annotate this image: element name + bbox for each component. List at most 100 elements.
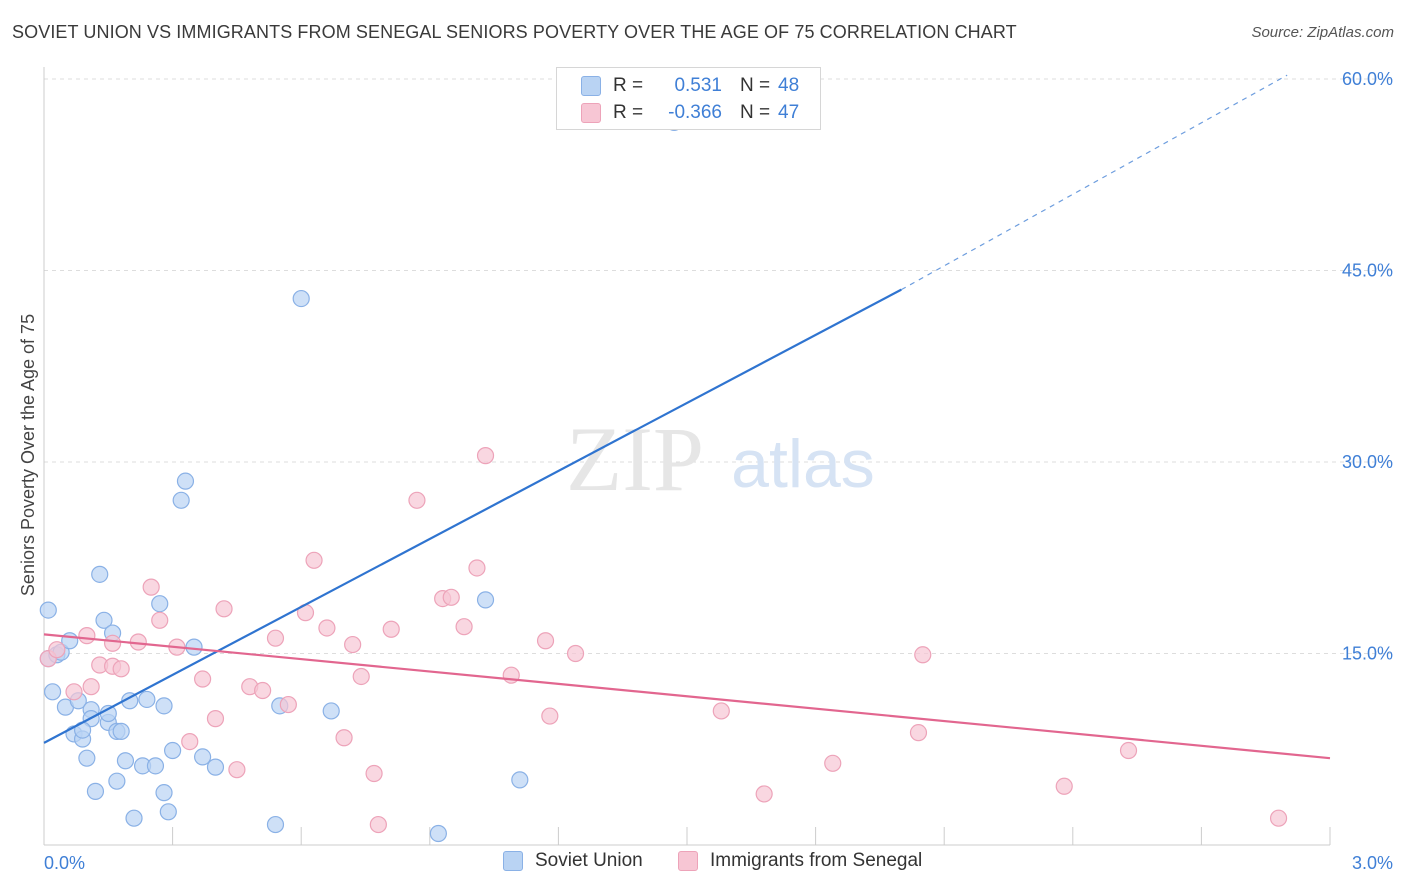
- n-value: 48: [778, 75, 800, 96]
- tick-labels: 15.0% 30.0% 45.0% 60.0% 0.0% 3.0%: [44, 69, 1393, 873]
- data-point: [155, 784, 173, 802]
- data-point: [1055, 777, 1073, 795]
- data-point: [476, 447, 495, 465]
- stat-row-senegal: R = -0.366 N = 47: [581, 100, 799, 126]
- data-point: [228, 761, 246, 779]
- data-point: [712, 702, 730, 720]
- trend-line-extension: [901, 74, 1288, 291]
- data-point: [65, 683, 83, 701]
- stat-row-soviet-union: R = 0.531 N = 48: [581, 73, 799, 99]
- data-point: [43, 683, 62, 701]
- data-point: [266, 629, 285, 647]
- data-point: [194, 748, 212, 766]
- data-point: [164, 741, 182, 760]
- data-point: [335, 729, 353, 747]
- data-point: [755, 785, 773, 803]
- data-point: [151, 595, 169, 613]
- y-tick-label: 30.0%: [1342, 452, 1393, 472]
- data-point: [108, 772, 126, 790]
- data-point: [536, 632, 555, 650]
- data-point: [408, 491, 426, 509]
- data-point: [112, 722, 130, 740]
- data-point: [914, 646, 932, 664]
- legend-swatch-blue: [503, 851, 523, 871]
- data-point: [176, 472, 195, 490]
- data-point: [116, 752, 135, 770]
- data-point: [125, 809, 143, 827]
- data-point: [369, 815, 387, 834]
- data-point: [159, 803, 177, 821]
- trend-line-senegal: [43, 633, 1331, 760]
- data-point: [206, 758, 225, 776]
- watermark-atlas: atlas: [731, 426, 875, 502]
- data-point: [442, 588, 460, 606]
- r-value: 0.531: [674, 75, 722, 96]
- legend-item-soviet-union: Soviet Union: [503, 850, 643, 872]
- data-point: [382, 620, 400, 638]
- data-point: [86, 782, 105, 800]
- legend-item-senegal: Immigrants from Senegal: [678, 850, 922, 872]
- data-point: [352, 667, 370, 686]
- data-point: [206, 710, 225, 728]
- data-point: [468, 559, 486, 577]
- data-point: [254, 681, 272, 700]
- data-point: [112, 660, 130, 678]
- data-point: [824, 754, 842, 772]
- x-tick-label: 3.0%: [1352, 853, 1393, 873]
- data-point: [909, 724, 928, 742]
- data-point: [429, 824, 447, 843]
- data-point: [1119, 741, 1138, 760]
- data-point: [1269, 809, 1288, 827]
- data-point: [82, 678, 100, 696]
- watermark: ZIP atlas: [566, 408, 875, 510]
- data-point: [138, 690, 156, 709]
- data-point: [318, 619, 336, 637]
- data-point: [78, 749, 96, 767]
- data-point: [305, 551, 323, 569]
- n-value: 47: [778, 102, 800, 123]
- data-point: [292, 289, 310, 308]
- data-point: [172, 491, 190, 509]
- legend-label: Soviet Union: [535, 850, 643, 871]
- y-tick-label: 15.0%: [1342, 644, 1393, 664]
- data-point: [48, 641, 66, 659]
- data-point: [155, 697, 173, 715]
- data-point: [266, 815, 285, 834]
- data-point: [541, 707, 559, 725]
- y-tick-label: 60.0%: [1342, 69, 1393, 89]
- data-point: [95, 611, 113, 629]
- data-point: [185, 638, 203, 656]
- grid: [43, 67, 1394, 846]
- data-point: [194, 670, 212, 688]
- blue-swatch: [581, 76, 601, 96]
- data-point: [103, 634, 122, 652]
- n-label: N =: [740, 102, 771, 123]
- correlation-legend: R = 0.531 N = 48 R = -0.366 N = 47: [556, 67, 821, 130]
- legend-swatch-pink: [678, 851, 698, 871]
- data-point: [365, 764, 383, 783]
- data-point: [279, 695, 297, 714]
- data-point: [181, 732, 199, 751]
- data-point: [344, 635, 362, 654]
- data-point: [455, 618, 473, 636]
- data-points: [39, 106, 1288, 843]
- pink-swatch: [581, 103, 601, 123]
- data-point: [322, 702, 340, 720]
- data-point: [215, 600, 233, 618]
- x-tick-label: 0.0%: [44, 853, 85, 873]
- y-tick-label: 45.0%: [1342, 261, 1393, 281]
- r-label: R =: [613, 75, 644, 96]
- data-point: [566, 644, 585, 663]
- series-legend: Soviet Union Immigrants from Senegal: [0, 850, 1406, 880]
- data-point: [142, 578, 160, 596]
- data-point: [151, 611, 169, 629]
- data-point: [39, 601, 57, 619]
- data-point: [511, 771, 529, 789]
- data-point: [476, 591, 495, 609]
- y-axis-title: Seniors Poverty Over the Age of 75: [18, 314, 38, 596]
- source-label: Source: ZipAtlas.com: [1251, 24, 1394, 41]
- n-label: N =: [740, 75, 771, 96]
- r-label: R =: [613, 102, 644, 123]
- r-value: -0.366: [668, 102, 722, 123]
